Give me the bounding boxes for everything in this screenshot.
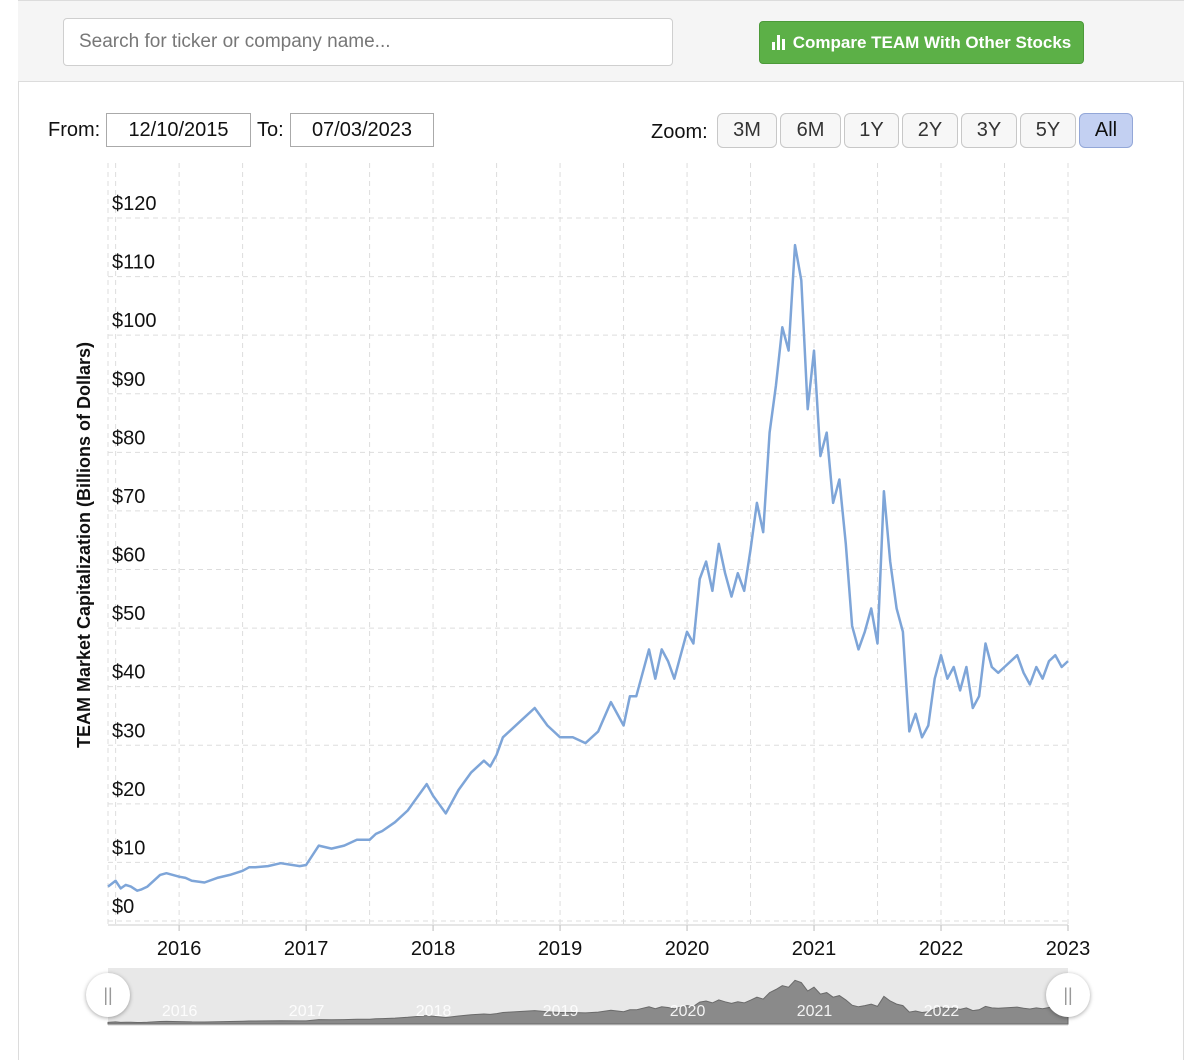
from-date-input[interactable]: 12/10/2015 bbox=[106, 113, 251, 147]
compare-button[interactable]: Compare TEAM With Other Stocks bbox=[759, 21, 1084, 64]
navigator-handle-left[interactable]: || bbox=[86, 973, 130, 1017]
zoom-3y-button[interactable]: 3Y bbox=[961, 113, 1017, 148]
zoom-5y-button[interactable]: 5Y bbox=[1020, 113, 1076, 148]
navigator-handle-right[interactable]: || bbox=[1046, 973, 1090, 1017]
to-label: To: bbox=[257, 119, 284, 141]
zoom-6m-button[interactable]: 6M bbox=[780, 113, 841, 148]
zoom-3m-button[interactable]: 3M bbox=[717, 113, 777, 148]
from-label: From: bbox=[48, 119, 101, 141]
zoom-1y-button[interactable]: 1Y bbox=[844, 113, 899, 148]
zoom-all-button[interactable]: All bbox=[1079, 113, 1133, 148]
zoom-2y-button[interactable]: 2Y bbox=[902, 113, 958, 148]
bar-chart-icon bbox=[771, 35, 785, 50]
zoom-label: Zoom: bbox=[651, 121, 708, 143]
chart-panel bbox=[18, 0, 1184, 1060]
search-input[interactable] bbox=[63, 18, 673, 66]
to-date-input[interactable]: 07/03/2023 bbox=[290, 113, 434, 147]
compare-button-label: Compare TEAM With Other Stocks bbox=[792, 32, 1072, 52]
